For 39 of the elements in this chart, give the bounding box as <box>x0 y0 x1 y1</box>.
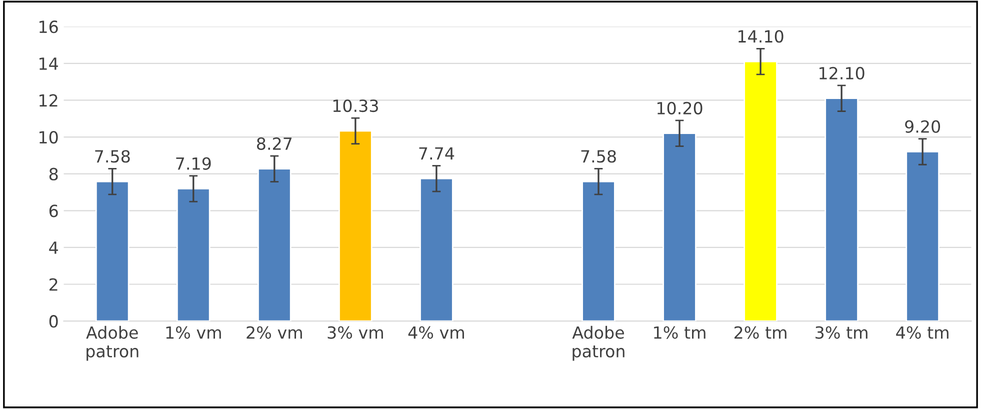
x-tick-label: Adobe patron <box>572 326 624 361</box>
data-label: 7.74 <box>419 147 454 160</box>
x-tick-label: 3% vm <box>328 326 383 339</box>
data-label: 10.20 <box>657 102 702 114</box>
x-tick-label: 3% tm <box>816 326 868 339</box>
bar <box>95 180 130 322</box>
bar <box>258 168 292 322</box>
bar <box>176 188 210 322</box>
bar <box>420 178 454 322</box>
bar <box>338 130 372 322</box>
x-tick-label: 2% tm <box>734 326 786 339</box>
y-tick-label: 6 <box>49 204 58 218</box>
y-tick-label: 2 <box>50 278 58 291</box>
x-tick-label: 1% vm <box>166 326 221 339</box>
data-label: 8.27 <box>256 137 292 150</box>
data-label: 7.19 <box>176 157 211 170</box>
y-tick-label: 12 <box>40 94 58 107</box>
data-label: 10.33 <box>333 99 378 112</box>
bar <box>582 180 616 322</box>
bar <box>662 132 696 322</box>
bar <box>744 60 778 322</box>
y-tick-label: 0 <box>49 315 58 328</box>
x-tick-label: 2% vm <box>246 326 302 339</box>
x-tick-label: 4% tm <box>896 326 948 339</box>
y-tick-label: 4 <box>49 242 58 254</box>
data-label: 9.20 <box>905 120 940 133</box>
y-tick-label: 8 <box>49 168 58 180</box>
y-tick-label: 14 <box>40 58 58 70</box>
data-label: 7.58 <box>95 150 130 163</box>
y-tick-label: 16 <box>40 20 58 34</box>
bar <box>824 98 858 322</box>
x-tick-label: 1% tm <box>654 326 706 339</box>
bar <box>906 151 940 322</box>
data-label: 7.58 <box>581 150 616 163</box>
y-tick-label: 10 <box>40 130 58 144</box>
x-tick-label: 4% vm <box>408 326 464 339</box>
data-label: 14.10 <box>738 30 784 43</box>
data-label: 12.10 <box>820 66 864 80</box>
x-tick-label: Adobe patron <box>86 326 138 361</box>
